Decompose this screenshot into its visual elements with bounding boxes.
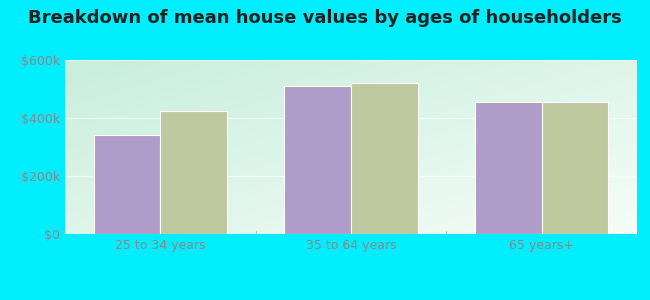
Text: Breakdown of mean house values by ages of householders: Breakdown of mean house values by ages o… <box>28 9 622 27</box>
Bar <box>284 86 351 234</box>
Bar <box>351 83 418 234</box>
Bar <box>475 102 541 234</box>
Bar <box>541 102 608 234</box>
Bar <box>161 111 227 234</box>
Bar <box>94 135 161 234</box>
